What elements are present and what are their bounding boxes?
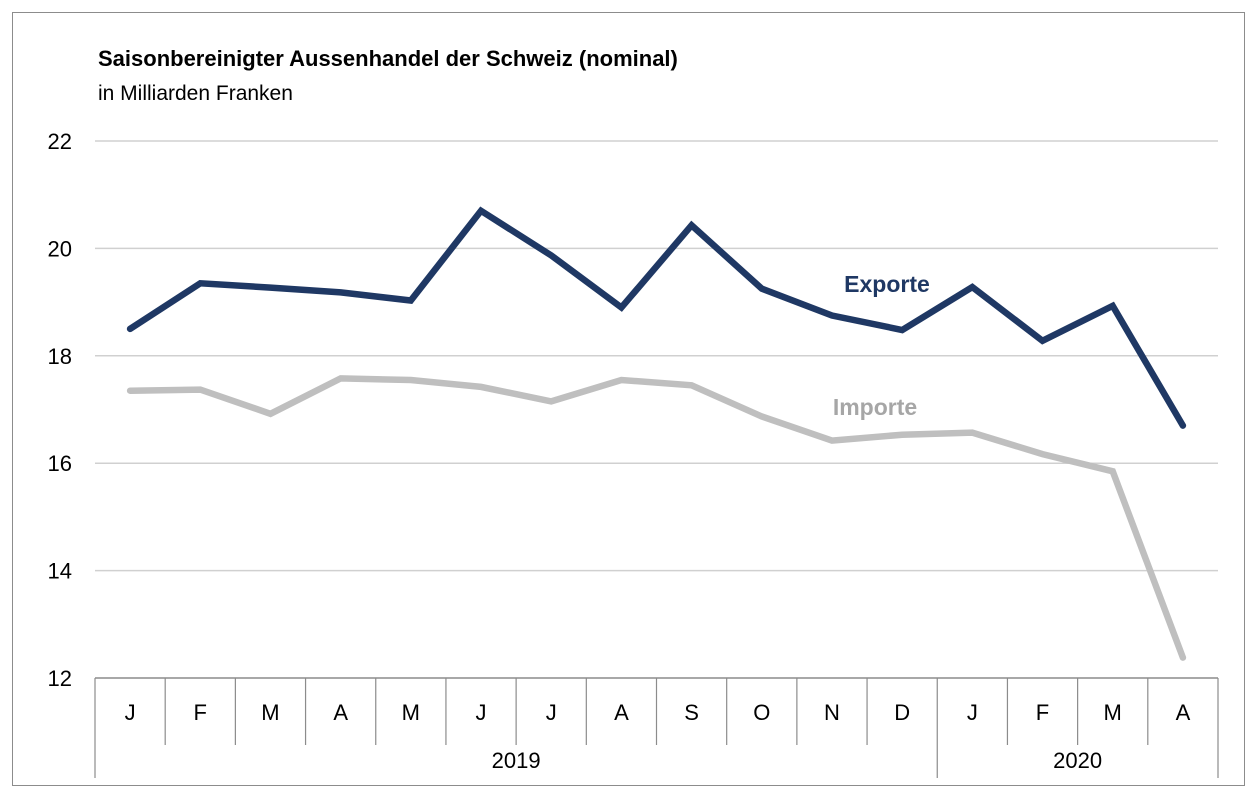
y-axis: 12 14 16 18 20 22	[48, 129, 72, 691]
year-label: 2019	[492, 748, 541, 773]
series-label-exporte: Exporte	[844, 271, 930, 297]
series-labels: Exporte Importe	[833, 271, 930, 420]
x-tick-label: F	[194, 700, 207, 725]
x-tick-label: A	[333, 700, 348, 725]
x-tick-label: J	[125, 700, 136, 725]
x-tick-label: A	[614, 700, 629, 725]
x-tick-label: D	[894, 700, 910, 725]
y-tick-label: 16	[48, 451, 72, 476]
x-tick-label: J	[967, 700, 978, 725]
chart-title: Saisonbereinigter Aussenhandel der Schwe…	[98, 46, 678, 71]
x-tick-label: J	[546, 700, 557, 725]
y-tick-label: 14	[48, 559, 72, 584]
x-tick-label: M	[402, 700, 420, 725]
x-axis: J F M A M J J A S O N D J F M A 2019 2020	[94, 677, 1219, 778]
y-tick-label: 22	[48, 129, 72, 154]
series-lines	[126, 206, 1187, 661]
x-tick-label: M	[1104, 700, 1122, 725]
series-label-importe: Importe	[833, 394, 917, 420]
x-tick-label: J	[476, 700, 487, 725]
x-tick-label: N	[824, 700, 840, 725]
x-tick-label: A	[1176, 700, 1191, 725]
y-tick-label: 12	[48, 666, 72, 691]
y-tick-label: 20	[48, 236, 72, 261]
x-tick-label: S	[684, 700, 699, 725]
y-tick-label: 18	[48, 344, 72, 369]
chart-subtitle: in Milliarden Franken	[98, 82, 293, 105]
x-tick-label: M	[261, 700, 279, 725]
gridlines	[95, 140, 1218, 572]
x-tick-label: O	[753, 700, 770, 725]
year-label: 2020	[1053, 748, 1102, 773]
series-line-importe	[126, 375, 1187, 661]
x-tick-label: F	[1036, 700, 1049, 725]
series-line-exporte	[126, 206, 1187, 429]
